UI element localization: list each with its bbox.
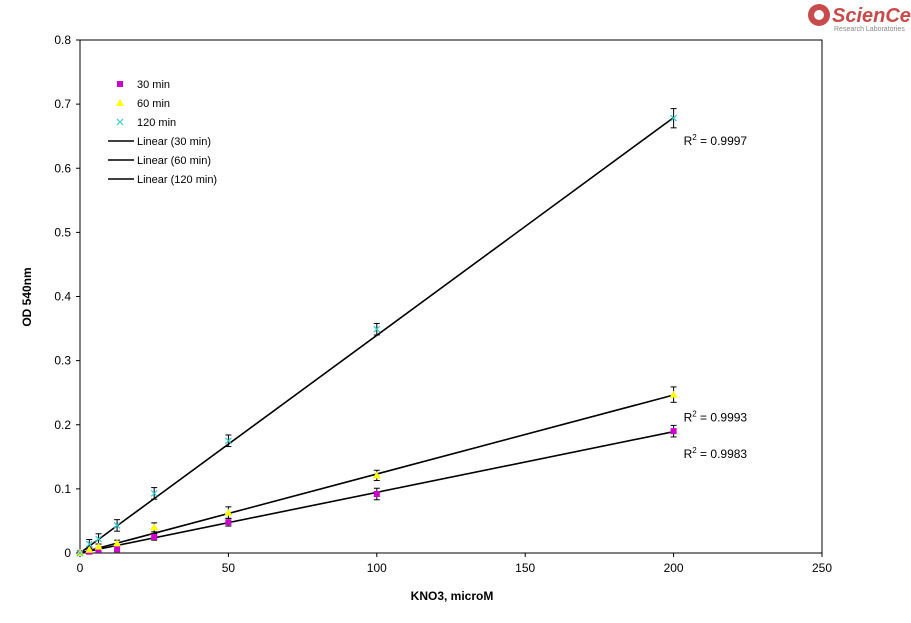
- y-tick-label: 0.5: [54, 225, 71, 239]
- data-point: [94, 542, 103, 550]
- logo-name: ScienCell: [832, 5, 911, 27]
- data-points: [76, 114, 678, 557]
- data-point: [76, 549, 84, 557]
- legend-label: Linear (60 min): [137, 155, 211, 167]
- x-tick-label: 100: [367, 561, 387, 575]
- y-axis-title: OD 540nm: [20, 267, 34, 326]
- data-point: [85, 540, 93, 548]
- legend-label: Linear (120 min): [137, 174, 217, 186]
- r2-labels: R2 = 0.9983 R2 = 0.9993 R2 = 0.9997: [684, 133, 748, 461]
- x-tick-label: 150: [515, 561, 535, 575]
- y-tick-label: 0.3: [54, 354, 71, 368]
- plot-area-border: [79, 39, 823, 554]
- data-point: [670, 428, 677, 435]
- legend-label: 120 min: [137, 117, 176, 129]
- data-point: [372, 471, 381, 479]
- data-point: [95, 546, 102, 553]
- data-point: [85, 545, 94, 553]
- y-tick-label: 0: [64, 546, 71, 560]
- legend-label: 30 min: [137, 79, 170, 91]
- data-point: [224, 508, 233, 516]
- y-tick-label: 0.4: [54, 290, 71, 304]
- data-point: [113, 539, 122, 547]
- legend: 30 min 60 min 120 min Linear (30 min) Linear…: [108, 79, 217, 186]
- axes: 0 50 100 150 200 250 0 0.1 0.2 0.3 0.4 0.5 0.6 0.7 0.8: [54, 33, 832, 575]
- y-tick-label: 0.1: [54, 482, 71, 496]
- data-point: [95, 535, 102, 543]
- x-axis-title: KNO3, microM: [411, 589, 494, 603]
- y-tick-label: 0.8: [54, 33, 71, 47]
- y-tick-label: 0.7: [54, 97, 71, 111]
- data-point: [150, 523, 159, 531]
- r2-label: R2 = 0.9983: [684, 446, 748, 461]
- legend-marker: [117, 81, 123, 87]
- data-point: [151, 533, 158, 540]
- legend-marker: [116, 99, 124, 106]
- data-point: [373, 325, 381, 333]
- x-tick-label: 200: [664, 561, 684, 575]
- data-point: [113, 522, 121, 529]
- data-point: [225, 519, 232, 526]
- data-point: [373, 491, 380, 498]
- x-tick-label: 50: [222, 561, 236, 575]
- legend-label: Linear (30 min): [137, 136, 211, 148]
- y-tick-label: 0.6: [54, 161, 71, 175]
- data-point: [224, 437, 232, 445]
- logo-tagline: Research Laboratories: [834, 26, 905, 33]
- data-point: [669, 390, 678, 398]
- sciencell-logo: ScienCell Research Laboratories: [808, 4, 911, 33]
- data-point: [150, 489, 158, 497]
- x-tick-label: 250: [812, 561, 832, 575]
- data-point: [670, 114, 678, 122]
- r2-label: R2 = 0.9997: [684, 133, 748, 148]
- y-tick-label: 0.2: [54, 418, 71, 432]
- x-tick-label: 0: [77, 561, 84, 575]
- legend-label: 60 min: [137, 98, 170, 110]
- r2-label: R2 = 0.9993: [684, 410, 748, 425]
- logo-cell-icon: [814, 10, 824, 20]
- legend-marker: [116, 118, 124, 126]
- data-point: [114, 546, 121, 553]
